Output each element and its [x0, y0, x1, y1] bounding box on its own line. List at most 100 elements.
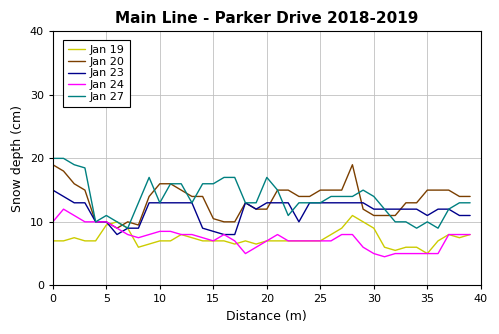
Jan 23 — [60, 194, 66, 198]
Jan 20 — [210, 217, 216, 221]
Jan 24 — [285, 239, 291, 243]
Jan 24 — [328, 239, 334, 243]
Jan 24 — [424, 252, 430, 256]
Jan 19 — [189, 236, 195, 240]
Jan 24 — [71, 213, 77, 217]
Jan 27 — [446, 207, 452, 211]
Jan 23 — [71, 201, 77, 205]
Jan 24 — [114, 226, 120, 230]
Jan 19 — [339, 226, 345, 230]
Jan 23 — [221, 232, 227, 236]
Jan 20 — [446, 188, 452, 192]
Line: Jan 20: Jan 20 — [53, 165, 470, 228]
Jan 23 — [125, 226, 131, 230]
Jan 20 — [168, 182, 174, 186]
Jan 27 — [178, 182, 184, 186]
Jan 23 — [360, 201, 366, 205]
Jan 19 — [168, 239, 174, 243]
Jan 24 — [50, 220, 56, 224]
Jan 23 — [253, 207, 259, 211]
Jan 23 — [392, 207, 398, 211]
Jan 23 — [264, 201, 270, 205]
Jan 27 — [243, 201, 249, 205]
Jan 23 — [146, 201, 152, 205]
Jan 24 — [306, 239, 312, 243]
Jan 23 — [232, 232, 238, 236]
Jan 20 — [392, 213, 398, 217]
Jan 19 — [178, 232, 184, 236]
Jan 23 — [114, 232, 120, 236]
Jan 23 — [328, 201, 334, 205]
Jan 23 — [339, 201, 345, 205]
Jan 19 — [349, 213, 355, 217]
Jan 20 — [296, 194, 302, 198]
Jan 23 — [414, 207, 420, 211]
Jan 27 — [424, 220, 430, 224]
Jan 20 — [457, 194, 463, 198]
Jan 19 — [414, 245, 420, 249]
Jan 23 — [135, 226, 141, 230]
Jan 27 — [135, 201, 141, 205]
Jan 20 — [50, 163, 56, 167]
Jan 24 — [221, 232, 227, 236]
Jan 27 — [296, 201, 302, 205]
Jan 24 — [157, 229, 163, 233]
Jan 19 — [221, 239, 227, 243]
Jan 23 — [296, 220, 302, 224]
Jan 24 — [178, 232, 184, 236]
Jan 20 — [253, 207, 259, 211]
Jan 19 — [285, 239, 291, 243]
Jan 23 — [382, 207, 388, 211]
X-axis label: Distance (m): Distance (m) — [227, 310, 307, 323]
Jan 20 — [317, 188, 323, 192]
Jan 24 — [349, 232, 355, 236]
Jan 24 — [243, 252, 249, 256]
Jan 23 — [457, 213, 463, 217]
Jan 20 — [306, 194, 312, 198]
Jan 23 — [424, 213, 430, 217]
Jan 23 — [168, 201, 174, 205]
Jan 20 — [243, 201, 249, 205]
Jan 20 — [403, 201, 409, 205]
Jan 27 — [60, 156, 66, 160]
Jan 19 — [60, 239, 66, 243]
Jan 27 — [274, 188, 280, 192]
Jan 20 — [135, 223, 141, 227]
Jan 24 — [264, 239, 270, 243]
Jan 27 — [71, 163, 77, 167]
Line: Jan 24: Jan 24 — [53, 209, 470, 257]
Y-axis label: Snow depth (cm): Snow depth (cm) — [11, 105, 24, 212]
Jan 24 — [392, 252, 398, 256]
Jan 23 — [371, 207, 377, 211]
Jan 24 — [189, 232, 195, 236]
Jan 27 — [125, 226, 131, 230]
Jan 23 — [103, 220, 109, 224]
Jan 24 — [232, 239, 238, 243]
Jan 23 — [93, 220, 99, 224]
Jan 19 — [135, 245, 141, 249]
Jan 24 — [339, 232, 345, 236]
Jan 20 — [178, 188, 184, 192]
Jan 19 — [71, 236, 77, 240]
Jan 24 — [435, 252, 441, 256]
Jan 23 — [243, 201, 249, 205]
Line: Jan 27: Jan 27 — [53, 158, 470, 228]
Jan 24 — [93, 220, 99, 224]
Jan 27 — [200, 182, 206, 186]
Jan 19 — [103, 223, 109, 227]
Jan 23 — [178, 201, 184, 205]
Jan 20 — [125, 220, 131, 224]
Line: Jan 19: Jan 19 — [53, 215, 470, 254]
Jan 19 — [317, 239, 323, 243]
Title: Main Line - Parker Drive 2018-2019: Main Line - Parker Drive 2018-2019 — [115, 11, 419, 26]
Jan 24 — [317, 239, 323, 243]
Jan 24 — [403, 252, 409, 256]
Jan 23 — [210, 229, 216, 233]
Jan 19 — [82, 239, 88, 243]
Jan 27 — [392, 220, 398, 224]
Jan 24 — [146, 232, 152, 236]
Jan 24 — [371, 252, 377, 256]
Jan 27 — [146, 175, 152, 179]
Jan 20 — [60, 169, 66, 173]
Jan 19 — [467, 232, 473, 236]
